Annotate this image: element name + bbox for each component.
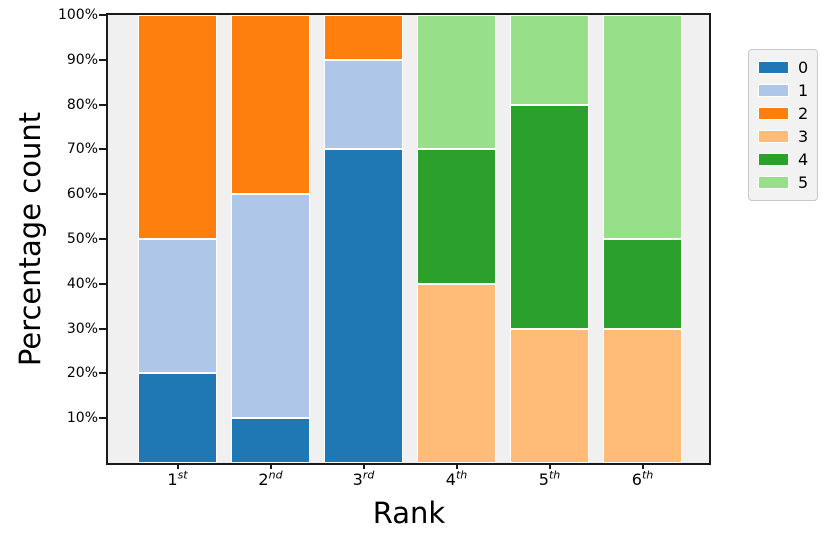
legend-label-2: 2	[798, 104, 809, 123]
y-tick-mark	[99, 103, 106, 106]
legend-swatch-5	[758, 176, 789, 189]
bar-segment-cat4-series3	[417, 283, 496, 463]
bar-segment-cat5-series3	[510, 328, 589, 463]
bar-segment-cat3-series2	[324, 15, 403, 60]
bar-segment-cat2-series0	[231, 418, 310, 463]
bar-segment-cat4-series4	[417, 149, 496, 284]
legend-label-4: 4	[798, 150, 809, 169]
y-tick-mark	[99, 417, 106, 420]
x-tick-mark	[362, 463, 365, 469]
legend-entry-2: 2	[758, 102, 817, 125]
legend-label-1: 1	[798, 81, 809, 100]
bar-segment-cat1-series0	[138, 373, 217, 463]
legend-entry-3: 3	[758, 125, 817, 148]
x-tick-label-5th: 5th	[538, 468, 561, 489]
bar-segment-cat1-series1	[138, 239, 217, 374]
y-tick-label-10: 10%	[66, 410, 98, 427]
y-tick-label-30: 30%	[66, 320, 98, 337]
x-tick-mark	[269, 463, 272, 469]
x-tick-mark	[176, 463, 179, 469]
legend-swatch-1	[758, 84, 789, 97]
y-tick-mark	[99, 327, 106, 330]
y-tick-label-40: 40%	[66, 275, 98, 292]
y-tick-label-90: 90%	[66, 51, 98, 68]
x-tick-label-3rd: 3rd	[352, 468, 375, 489]
bar-segment-cat6-series4	[603, 239, 682, 329]
legend-entry-5: 5	[758, 171, 817, 194]
legend-entry-1: 1	[758, 79, 817, 102]
legend: 0 1 2 3 4 5	[748, 49, 818, 201]
legend-entry-0: 0	[758, 56, 817, 79]
y-tick-mark	[99, 282, 106, 285]
y-tick-label-50: 50%	[66, 231, 98, 247]
x-tick-mark	[455, 463, 458, 469]
x-tick-label-6th: 6th	[631, 468, 654, 489]
legend-swatch-3	[758, 130, 789, 143]
x-tick-label-1st: 1st	[167, 468, 188, 489]
y-tick-label-60: 60%	[66, 186, 98, 203]
legend-label-0: 0	[798, 58, 809, 77]
bar-segment-cat3-series1	[324, 59, 403, 150]
y-tick-mark	[99, 148, 106, 151]
x-tick-mark	[641, 463, 644, 469]
bar-segment-cat5-series5	[510, 15, 589, 105]
legend-label-3: 3	[798, 127, 809, 146]
legend-swatch-4	[758, 153, 789, 166]
y-tick-mark	[99, 193, 106, 196]
x-tick-mark	[548, 463, 551, 469]
legend-swatch-2	[758, 107, 789, 120]
legend-label-5: 5	[798, 173, 809, 192]
y-tick-label-80: 80%	[66, 96, 98, 113]
bar-segment-cat2-series2	[231, 15, 310, 195]
bar-segment-cat2-series1	[231, 194, 310, 419]
x-tick-label-2nd: 2nd	[258, 468, 283, 489]
x-axis-title: Rank	[372, 496, 446, 530]
y-tick-label-20: 20%	[66, 365, 98, 382]
y-tick-label-70: 70%	[66, 141, 98, 158]
legend-entry-4: 4	[758, 148, 817, 171]
plot-area	[106, 13, 711, 465]
y-tick-label-100: 100%	[57, 7, 98, 23]
bar-segment-cat6-series3	[603, 328, 682, 463]
y-tick-mark	[99, 14, 106, 16]
bar-segment-cat5-series4	[510, 104, 589, 329]
bar-segment-cat4-series5	[417, 15, 496, 150]
legend-swatch-0	[758, 61, 789, 74]
y-tick-mark	[99, 238, 106, 240]
y-tick-mark	[99, 372, 106, 375]
bar-segment-cat1-series2	[138, 15, 217, 239]
bar-segment-cat3-series0	[324, 149, 403, 463]
y-tick-mark	[99, 58, 106, 61]
x-tick-label-4th: 4th	[445, 468, 468, 489]
bar-segment-cat6-series5	[603, 15, 682, 239]
